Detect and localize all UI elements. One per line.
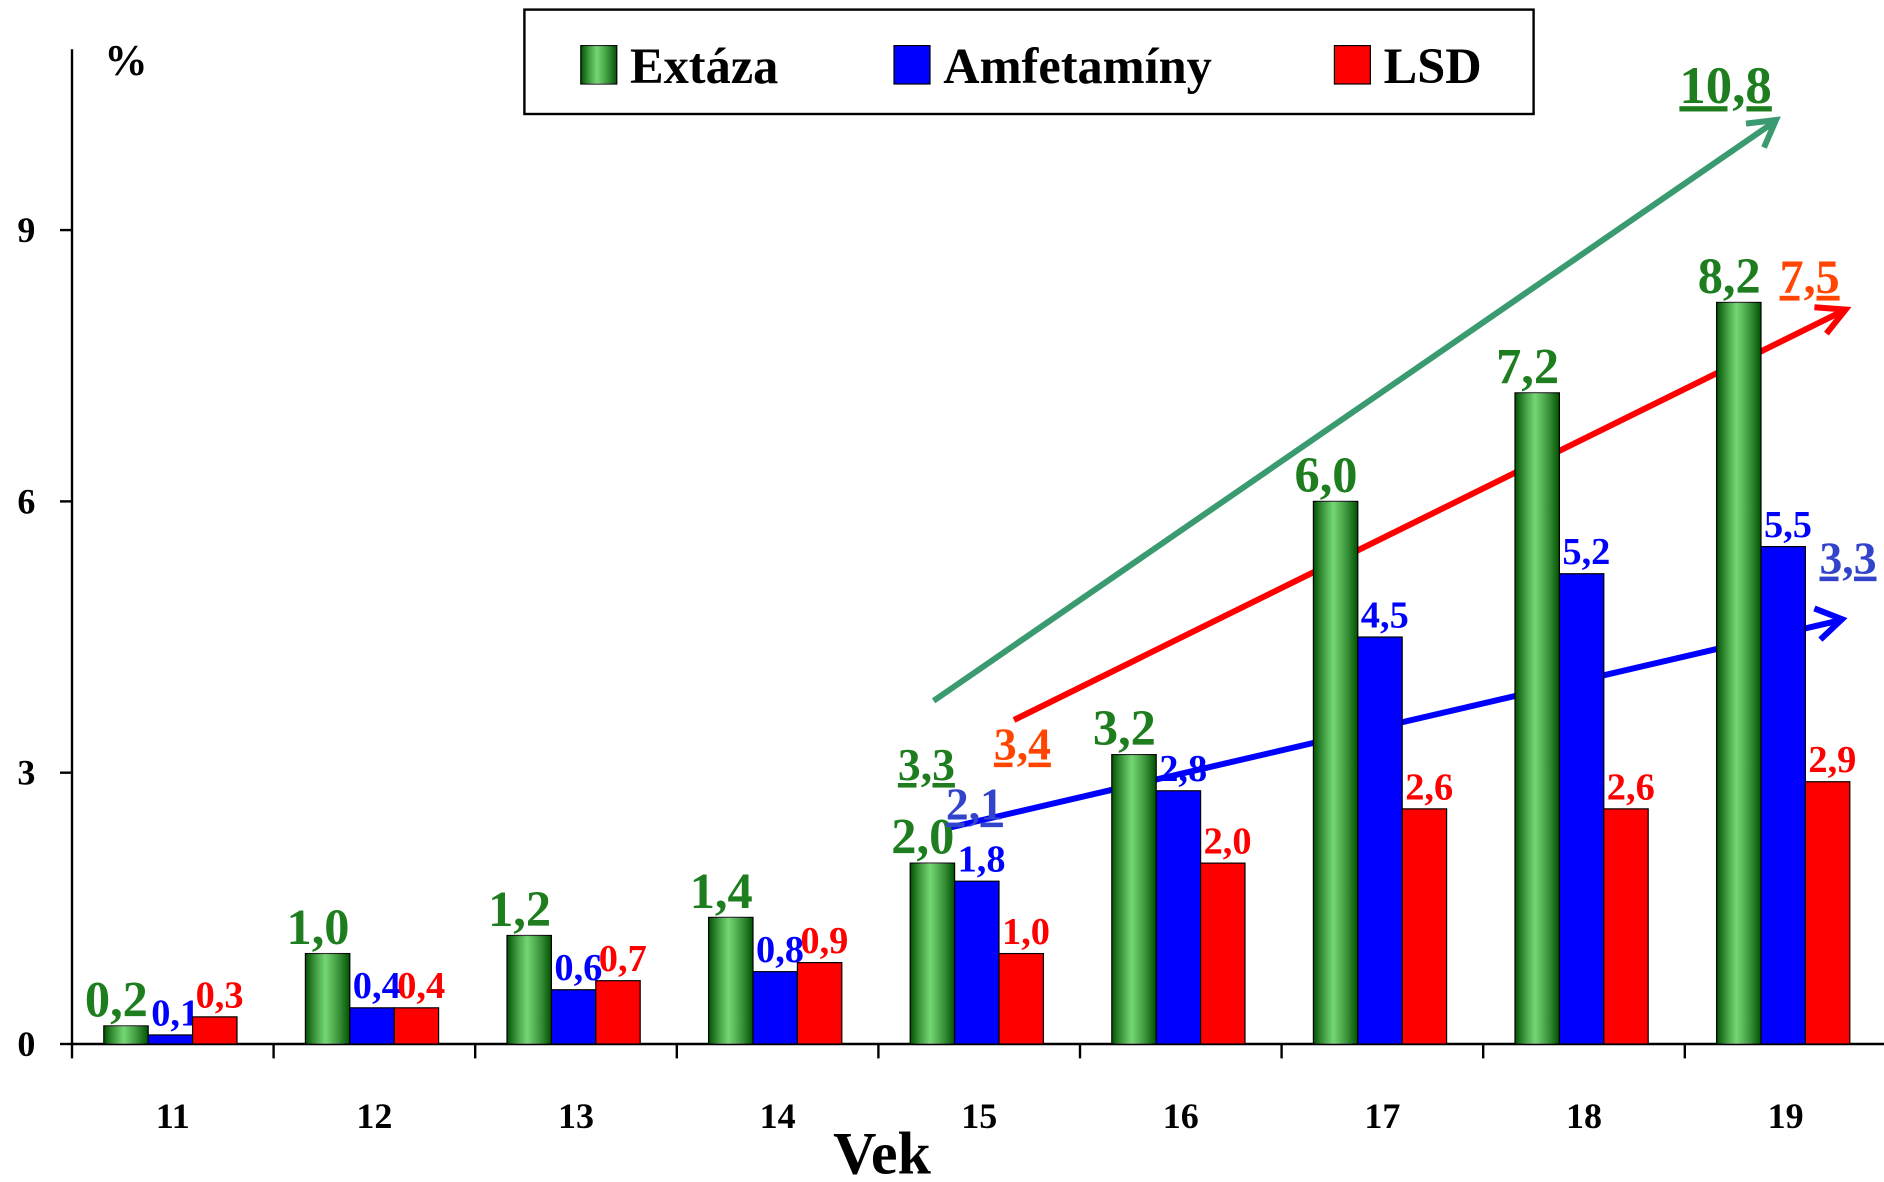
- value-label: 8,2: [1698, 248, 1761, 304]
- value-label: 0,2: [85, 971, 148, 1027]
- bar: [1357, 636, 1403, 1045]
- value-label: 3,2: [1093, 700, 1156, 756]
- bar-shading: [305, 953, 350, 1044]
- bar: [1760, 546, 1806, 1045]
- arrow-head: [1745, 116, 1781, 149]
- value-label: 5,2: [1562, 531, 1610, 573]
- x-tick-label: 14: [760, 1096, 796, 1136]
- bar-shading: [1313, 501, 1358, 1044]
- value-label: 0,9: [800, 920, 848, 962]
- bar: [1200, 862, 1246, 1045]
- value-label: 0,8: [756, 929, 804, 971]
- value-label: 2,6: [1607, 766, 1655, 808]
- x-tick-label: 17: [1364, 1096, 1400, 1136]
- value-label: 4,5: [1361, 594, 1409, 636]
- y-tick-label: 3: [17, 753, 35, 793]
- value-label: 2,9: [1808, 739, 1856, 781]
- bar-shading: [103, 1025, 149, 1044]
- annotation: 2,1: [946, 779, 1003, 830]
- x-tick-label: 16: [1163, 1096, 1199, 1136]
- trend-arrow: [1012, 308, 1845, 723]
- bar: [796, 962, 843, 1045]
- bar: [1603, 808, 1649, 1045]
- value-label: 5,5: [1764, 504, 1812, 546]
- value-label: 1,0: [1002, 911, 1050, 953]
- x-tick-label: 19: [1768, 1096, 1804, 1136]
- value-label: 0,1: [151, 992, 199, 1034]
- bar: [998, 952, 1044, 1045]
- value-label: 2,0: [891, 809, 954, 865]
- arrow-head: [1813, 605, 1848, 642]
- bar: [1401, 808, 1448, 1045]
- value-label: 0,4: [353, 965, 401, 1007]
- value-label: 2,0: [1204, 821, 1252, 863]
- y-tick-label: 9: [17, 210, 35, 250]
- value-label: 0,3: [196, 974, 244, 1016]
- bar-shading: [1111, 754, 1157, 1044]
- bar: [595, 980, 641, 1045]
- annotation: 10,8: [1679, 57, 1771, 115]
- value-label: 1,0: [287, 899, 350, 955]
- value-label: 1,8: [958, 839, 1006, 881]
- y-tick-label: 6: [17, 481, 35, 521]
- value-label: 2,6: [1405, 766, 1453, 808]
- bar: [1558, 573, 1605, 1045]
- arrow-head: [1814, 304, 1852, 336]
- bar: [1804, 781, 1851, 1045]
- trend-arrow: [931, 119, 1776, 704]
- value-label: 7,2: [1496, 338, 1559, 394]
- value-label: 1,2: [488, 881, 551, 937]
- legend-label: Extáza: [630, 38, 778, 94]
- annotation: 7,5: [1780, 251, 1840, 304]
- x-tick-label: 11: [156, 1096, 190, 1136]
- bar: [147, 1034, 194, 1045]
- bar-shading: [1515, 392, 1560, 1044]
- legend-swatch: [893, 45, 931, 85]
- x-tick-label: 12: [356, 1096, 392, 1136]
- y-tick-label: 0: [17, 1024, 35, 1064]
- value-label: 0,4: [397, 965, 445, 1007]
- value-label: 0,7: [599, 938, 647, 980]
- bar-shading: [910, 863, 955, 1044]
- bar: [550, 989, 597, 1045]
- bar: [393, 1007, 440, 1045]
- value-label: 1,4: [690, 863, 753, 919]
- x-tick-label: 13: [558, 1096, 594, 1136]
- value-label: 0,6: [554, 947, 602, 989]
- x-axis-label: Vek: [833, 1121, 931, 1182]
- bar: [191, 1016, 238, 1045]
- annotation: 3,4: [994, 719, 1051, 770]
- bar: [349, 1007, 395, 1045]
- legend-label: LSD: [1384, 38, 1482, 94]
- bar: [954, 880, 1000, 1045]
- annotation: 3,3: [898, 739, 955, 790]
- bar: [1155, 790, 1202, 1045]
- x-tick-label: 18: [1566, 1096, 1602, 1136]
- bar: [752, 971, 798, 1045]
- bar-shading: [708, 917, 753, 1044]
- bar-shading: [1716, 302, 1761, 1044]
- value-label: 2,8: [1159, 748, 1207, 790]
- bar-shading: [507, 935, 552, 1044]
- x-tick-label: 15: [961, 1096, 997, 1136]
- value-label: 6,0: [1295, 447, 1358, 503]
- annotation: 3,3: [1820, 533, 1877, 584]
- legend-label: Amfetamíny: [943, 38, 1212, 94]
- legend-swatch-shading: [580, 45, 617, 84]
- y-axis-label: %: [104, 37, 147, 84]
- legend-swatch: [1333, 45, 1371, 85]
